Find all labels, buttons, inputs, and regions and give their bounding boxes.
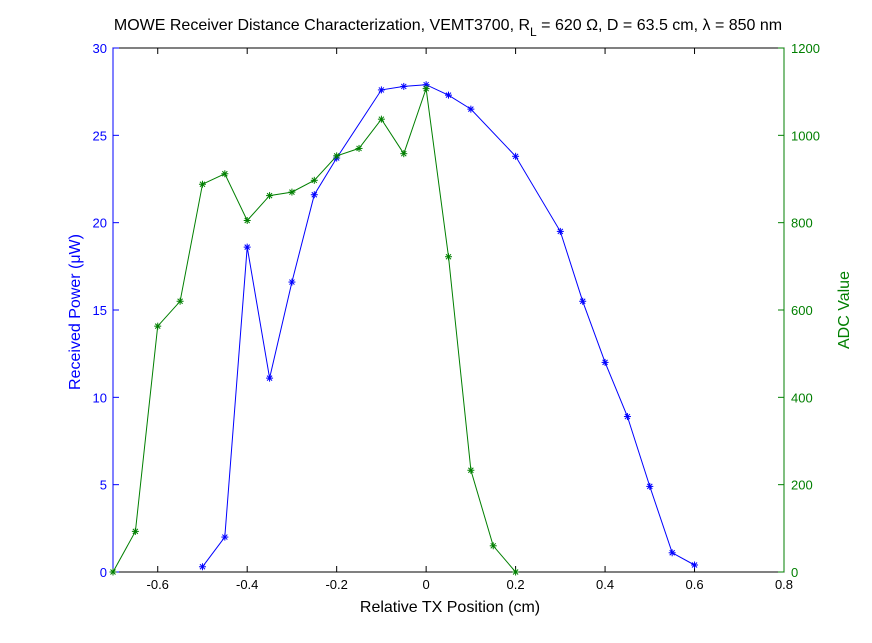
data-point-left xyxy=(243,243,251,251)
data-point-left xyxy=(198,563,206,571)
data-point-right xyxy=(221,170,229,178)
y-left-tick-label: 30 xyxy=(93,41,107,56)
x-tick-label: -0.6 xyxy=(147,577,169,592)
data-point-right xyxy=(176,297,184,305)
series-line-left xyxy=(202,84,695,568)
data-point-right xyxy=(333,152,341,160)
y-left-tick-label: 5 xyxy=(100,478,107,493)
data-point-left xyxy=(668,549,676,557)
data-point-right xyxy=(512,568,520,576)
chart-title-suffix: = 620 Ω, D = 63.5 cm, λ = 850 nm xyxy=(537,17,782,34)
data-point-right xyxy=(310,176,318,184)
y-right-tick-label: 0 xyxy=(791,565,798,580)
series-left xyxy=(198,81,699,571)
data-point-left xyxy=(288,278,296,286)
data-point-left xyxy=(445,91,452,99)
y-right-tick-label: 1200 xyxy=(791,41,820,56)
y-right-tick-label: 200 xyxy=(791,478,813,493)
data-point-right xyxy=(422,85,430,93)
x-axis-label: Relative TX Position (cm) xyxy=(360,599,540,616)
data-point-left xyxy=(646,482,654,490)
y-left-tick-label: 25 xyxy=(93,128,107,143)
data-point-right xyxy=(377,115,385,123)
x-tick-label: 0.4 xyxy=(596,577,614,592)
data-point-right xyxy=(198,180,206,188)
y-left-tick-label: 15 xyxy=(93,303,107,318)
data-point-right xyxy=(154,322,162,330)
y-axis-right-label: ADC Value xyxy=(836,271,853,349)
y-right-tick-label: 1000 xyxy=(791,128,820,143)
data-point-left xyxy=(691,561,699,569)
x-axis: -0.6 -0.4 -0.2 0 0.2 0.4 0.6 0.8 xyxy=(147,48,793,592)
data-point-left xyxy=(221,533,229,541)
series-layer xyxy=(109,81,699,576)
x-tick-label: 0.2 xyxy=(507,577,525,592)
y-axis-left: 0 5 10 15 20 25 30 xyxy=(93,41,119,580)
x-tick-label: -0.4 xyxy=(236,577,258,592)
x-tick-label: 0.8 xyxy=(775,577,793,592)
y-right-tick-label: 800 xyxy=(791,216,813,231)
y-left-tick-label: 10 xyxy=(93,390,107,405)
x-tick-label: 0 xyxy=(423,577,430,592)
y-left-tick-label: 0 xyxy=(100,565,107,580)
x-tick-label: 0.6 xyxy=(685,577,703,592)
data-point-left xyxy=(400,82,408,90)
data-point-left xyxy=(467,105,475,113)
plot-area xyxy=(112,47,785,573)
x-tick-label: -0.2 xyxy=(325,577,347,592)
series-right xyxy=(109,85,520,576)
data-point-left xyxy=(512,152,520,160)
data-point-right xyxy=(109,568,117,576)
y-right-tick-label: 600 xyxy=(791,303,813,318)
data-point-left xyxy=(266,374,274,382)
data-point-left xyxy=(601,358,609,366)
y-axis-right: 0 200 400 600 800 1000 1200 xyxy=(778,41,820,580)
data-point-right xyxy=(489,542,497,550)
chart-title: MOWE Receiver Distance Characterization,… xyxy=(114,17,782,39)
data-point-right xyxy=(355,144,363,152)
data-point-right xyxy=(266,192,274,200)
data-point-right xyxy=(400,150,408,158)
data-point-right xyxy=(131,527,139,535)
chart-title-subscript: L xyxy=(530,25,537,39)
data-point-left xyxy=(377,86,385,94)
data-point-right xyxy=(243,216,251,224)
data-point-right xyxy=(467,466,475,474)
data-point-right xyxy=(445,253,452,261)
data-point-right xyxy=(288,188,296,196)
y-right-tick-label: 400 xyxy=(791,390,813,405)
data-point-left xyxy=(623,413,631,421)
y-left-tick-label: 20 xyxy=(93,216,107,231)
data-point-left xyxy=(556,227,564,235)
data-point-left xyxy=(310,191,318,199)
y-axis-left-label: Received Power (μW) xyxy=(67,234,84,390)
data-point-left xyxy=(579,297,587,305)
